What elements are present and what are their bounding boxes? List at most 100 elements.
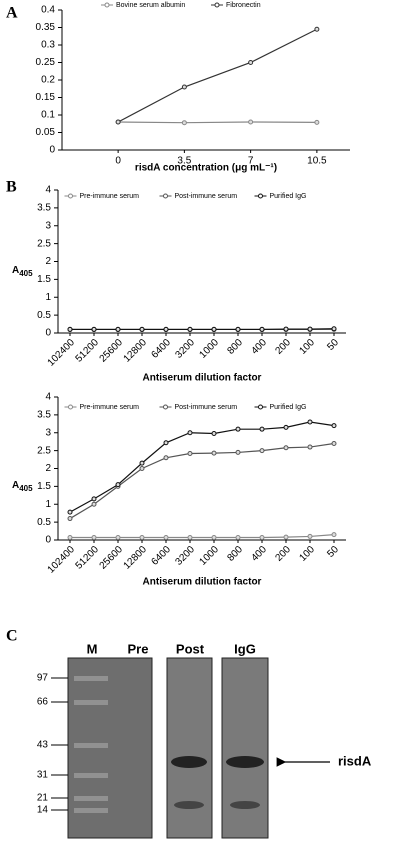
y-tick-label: 0.1 [41,110,55,121]
legend-label: Bovine serum albumin [116,2,185,9]
data-point [283,534,289,540]
y-label-sub: 405 [19,269,33,278]
data-point [314,119,320,125]
gel-igg [221,657,269,839]
marker-label: 97 [37,673,49,684]
x-tick-label: 25600 [98,337,126,365]
x-tick-label: 12800 [122,337,150,365]
legend-marker [258,193,263,199]
x-tick-label: 100 [297,544,317,564]
x-tick-label: 3200 [173,337,197,361]
x-tick-label: 200 [273,544,293,564]
data-point [67,516,73,522]
legend-label: Purified IgG [270,193,307,200]
data-point [248,119,254,125]
data-point [187,534,193,540]
y-tick-label: 0.4 [41,5,55,16]
y-tick-label: 0.5 [37,310,51,321]
data-point [331,532,337,538]
x-tick-label: 51200 [74,337,102,365]
x-axis-label: Antiserum dilution factor [143,577,262,588]
y-tick-label: 2 [45,463,51,474]
y-tick-label: 1 [45,499,51,510]
data-point [181,120,187,126]
y-axis-label: A405 [12,265,33,278]
legend-label: Post-immune serum [175,404,238,411]
x-tick-label: 102400 [46,337,78,369]
legend-marker [68,193,73,199]
x-tick-label: 7 [248,156,254,167]
series-line [70,328,335,331]
y-tick-label: 3.5 [37,203,51,214]
y-tick-label: 0.35 [36,22,56,33]
data-point [259,534,265,540]
y-label-sub: 405 [19,484,33,493]
panel-label: C [6,628,18,645]
x-tick-label: 200 [273,337,293,357]
data-point [259,326,265,332]
data-point [67,509,73,515]
x-tick-label: 800 [225,544,245,564]
lane-label: IgG [234,641,256,656]
data-point [67,326,73,332]
series-line [69,421,335,513]
y-tick-label: 2 [45,256,51,267]
x-tick-label: 102400 [46,544,78,576]
x-tick-label: 12800 [122,544,150,572]
y-tick-label: 1.5 [37,274,51,285]
data-point [139,534,145,540]
legend-label: Pre-immune serum [80,404,140,411]
panel-label: B [6,179,17,196]
data-point [283,326,289,332]
y-tick-label: 4 [45,185,51,196]
data-point [235,449,241,455]
series-line [118,121,317,124]
data-point [115,534,121,540]
y-tick-label: 0.25 [36,57,56,68]
data-point [115,326,121,332]
band-label: risdA [338,753,372,768]
gel-post [166,657,213,839]
data-point [248,60,254,65]
data-point [211,326,217,332]
x-tick-label: 0 [115,156,121,167]
data-point [307,444,313,450]
y-axis-label: A405 [12,480,33,493]
legend-marker [258,404,263,410]
x-tick-label: 50 [325,544,341,560]
x-tick-label: 400 [249,337,269,357]
y-label-main: A [12,480,19,491]
x-axis-label: Antiserum dilution factor [143,373,262,384]
x-tick-label: 400 [249,544,269,564]
data-point [235,326,241,332]
legend-label: Post-immune serum [175,193,238,200]
data-point [91,496,97,502]
y-tick-label: 0 [49,145,55,156]
marker-label: 31 [37,770,49,781]
data-point [139,326,145,332]
legend-label: Pre-immune serum [80,193,140,200]
data-point [331,326,337,332]
data-point [67,534,73,540]
x-tick-label: 25600 [98,544,126,572]
data-point [235,534,241,540]
y-tick-label: 1.5 [37,481,51,492]
series-line [69,442,335,520]
x-tick-label: 1000 [197,337,221,361]
x-tick-label: 51200 [74,544,102,572]
y-tick-label: 0.3 [41,40,55,51]
legend-marker [163,404,168,410]
marker-label: 14 [37,805,49,816]
x-tick-label: 3.5 [177,156,191,167]
data-point [187,326,193,332]
y-tick-label: 0.05 [36,127,56,138]
y-tick-label: 2.5 [37,445,51,456]
x-tick-label: 100 [297,337,317,357]
y-tick-label: 0.5 [37,517,51,528]
data-point [139,460,145,466]
data-point [91,501,97,507]
y-tick-label: 3.5 [37,410,51,421]
data-point [163,534,169,540]
legend-marker [163,193,168,199]
legend-marker [68,404,73,410]
